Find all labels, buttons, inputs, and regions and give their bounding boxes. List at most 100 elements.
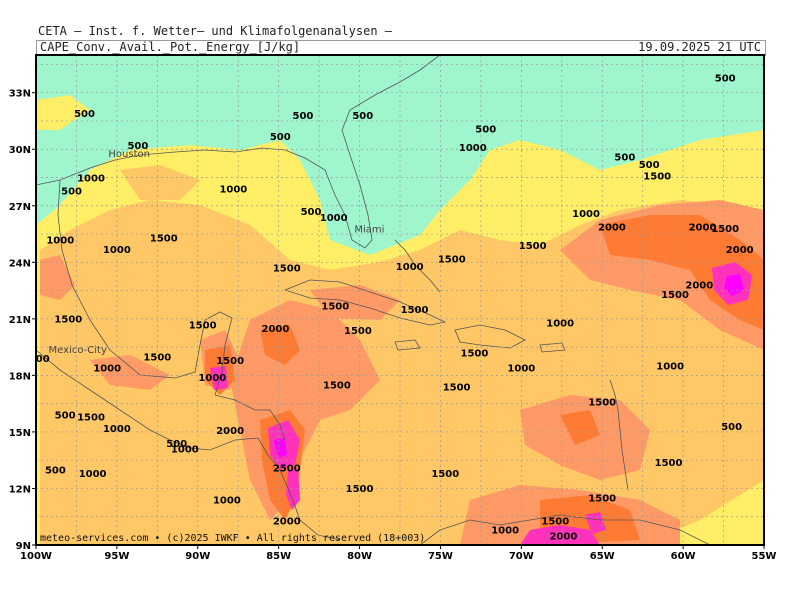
contour-label: 1000 bbox=[77, 173, 105, 184]
contour-label: 1000 bbox=[396, 262, 424, 273]
lat-tick-label: 24N bbox=[9, 258, 31, 269]
lon-tick-label: 75W bbox=[428, 551, 453, 562]
lon-tick-label: 65W bbox=[590, 551, 615, 562]
contour-label: 1000 bbox=[79, 469, 107, 480]
coastline-layer bbox=[36, 55, 711, 545]
lat-tick-label: 30N bbox=[9, 145, 31, 156]
coastline bbox=[419, 514, 711, 545]
contour-label: 1000 bbox=[198, 373, 226, 384]
contour-label: 1000 bbox=[546, 318, 574, 329]
contour-label: 1500 bbox=[588, 398, 616, 409]
contour-label: 2000 bbox=[549, 531, 577, 542]
cape-fill-region bbox=[520, 525, 600, 545]
contour-label: 1500 bbox=[150, 234, 178, 245]
lon-tick-label: 85W bbox=[266, 551, 291, 562]
contour-label: 500 bbox=[55, 411, 76, 422]
city-label: Miami bbox=[354, 224, 384, 235]
lat-tick-label: 9N bbox=[16, 541, 31, 552]
contour-label: 500 bbox=[352, 111, 373, 122]
contour-label: 1000 bbox=[219, 185, 247, 196]
contour-label: 1000 bbox=[572, 209, 600, 220]
contour-label: 500 bbox=[721, 422, 742, 433]
lat-tick-label: 21N bbox=[9, 315, 31, 326]
lon-tick-label: 60W bbox=[671, 551, 696, 562]
contour-label: 2000 bbox=[598, 222, 626, 233]
lat-lon-grid bbox=[36, 55, 764, 545]
coastline bbox=[214, 394, 286, 441]
cape-fill-region bbox=[560, 410, 600, 445]
contour-label: 1500 bbox=[273, 264, 301, 275]
contour-label: 1000 bbox=[213, 496, 241, 507]
contour-label: 1500 bbox=[77, 413, 105, 424]
contour-label: 1500 bbox=[323, 381, 351, 392]
contour-label: 1000 bbox=[46, 235, 74, 246]
cape-fill-region bbox=[310, 285, 400, 320]
contour-label: 500 bbox=[639, 160, 660, 171]
field-name-label: CAPE_Conv._Avail._Pot._Energy_[J/kg] bbox=[40, 40, 301, 54]
cape-fill-region bbox=[274, 438, 287, 458]
city-label: Houston bbox=[108, 149, 150, 160]
contour-label: 1500 bbox=[189, 320, 217, 331]
contour-label: 1500 bbox=[321, 301, 349, 312]
contour-label: 1500 bbox=[519, 241, 547, 252]
lat-tick-label: 33N bbox=[9, 89, 31, 100]
contour-label: 2000 bbox=[262, 324, 290, 335]
contour-label: 1500 bbox=[460, 349, 488, 360]
lon-tick-label: 55W bbox=[752, 551, 777, 562]
contour-label: 500 bbox=[292, 111, 313, 122]
contour-label: 1500 bbox=[541, 516, 569, 527]
contour-label: 1500 bbox=[661, 290, 689, 301]
contour-label: 1000 bbox=[171, 445, 199, 456]
contour-label: 500 bbox=[74, 109, 95, 120]
coastline bbox=[394, 239, 441, 293]
contour-label: 1500 bbox=[643, 171, 671, 182]
contour-label: 500 bbox=[270, 132, 291, 143]
lon-tick-label: 70W bbox=[509, 551, 534, 562]
cape-fill-region bbox=[260, 325, 300, 365]
copyright-credit: meteo-services.com • (c)2025 IWKF • All … bbox=[40, 533, 425, 544]
cape-fill-region bbox=[36, 95, 90, 130]
contour-label: 1000 bbox=[103, 424, 131, 435]
coastline bbox=[57, 179, 233, 396]
contour-label: 1500 bbox=[655, 458, 683, 469]
contour-label: 1000 bbox=[93, 364, 121, 375]
coastline bbox=[36, 349, 171, 441]
cape-fill-region bbox=[585, 512, 606, 534]
map-frame bbox=[35, 54, 765, 546]
contour-label: 1500 bbox=[216, 356, 244, 367]
coastline bbox=[539, 342, 566, 353]
contour-label: 2000 bbox=[689, 222, 717, 233]
contour-label: 1500 bbox=[443, 382, 471, 393]
contour-label: 1500 bbox=[588, 494, 616, 505]
coastline bbox=[283, 279, 447, 326]
contour-label: 2000 bbox=[216, 426, 244, 437]
lon-tick-label: 80W bbox=[347, 551, 372, 562]
contour-label: 1500 bbox=[344, 326, 372, 337]
contour-label: 1500 bbox=[401, 305, 429, 316]
contour-label: 1500 bbox=[54, 315, 82, 326]
cape-fill-region bbox=[120, 165, 200, 200]
contour-label: 2500 bbox=[273, 464, 301, 475]
contour-label: 000 bbox=[29, 354, 50, 365]
contour-label: 1000 bbox=[103, 245, 131, 256]
chart-header-title: CETA — Inst. f. Wetter— und Klimafolgena… bbox=[38, 24, 393, 38]
contour-label: 1000 bbox=[491, 526, 519, 537]
contour-label: 1500 bbox=[438, 254, 466, 265]
coastline bbox=[609, 379, 629, 491]
cape-fill-region bbox=[286, 468, 300, 510]
lon-tick-label: 95W bbox=[104, 551, 129, 562]
contour-label: 1500 bbox=[143, 352, 171, 363]
contour-label: 500 bbox=[614, 153, 635, 164]
coastline bbox=[36, 55, 441, 249]
cape-fill-region bbox=[724, 274, 744, 296]
coastline bbox=[169, 437, 341, 541]
cape-fill-region bbox=[210, 366, 228, 390]
contour-label: 2000 bbox=[726, 245, 754, 256]
contour-label: 500 bbox=[166, 439, 187, 450]
contour-label: 1000 bbox=[656, 362, 684, 373]
contour-label: 500 bbox=[475, 124, 496, 135]
lon-tick-label: 100W bbox=[20, 551, 52, 562]
